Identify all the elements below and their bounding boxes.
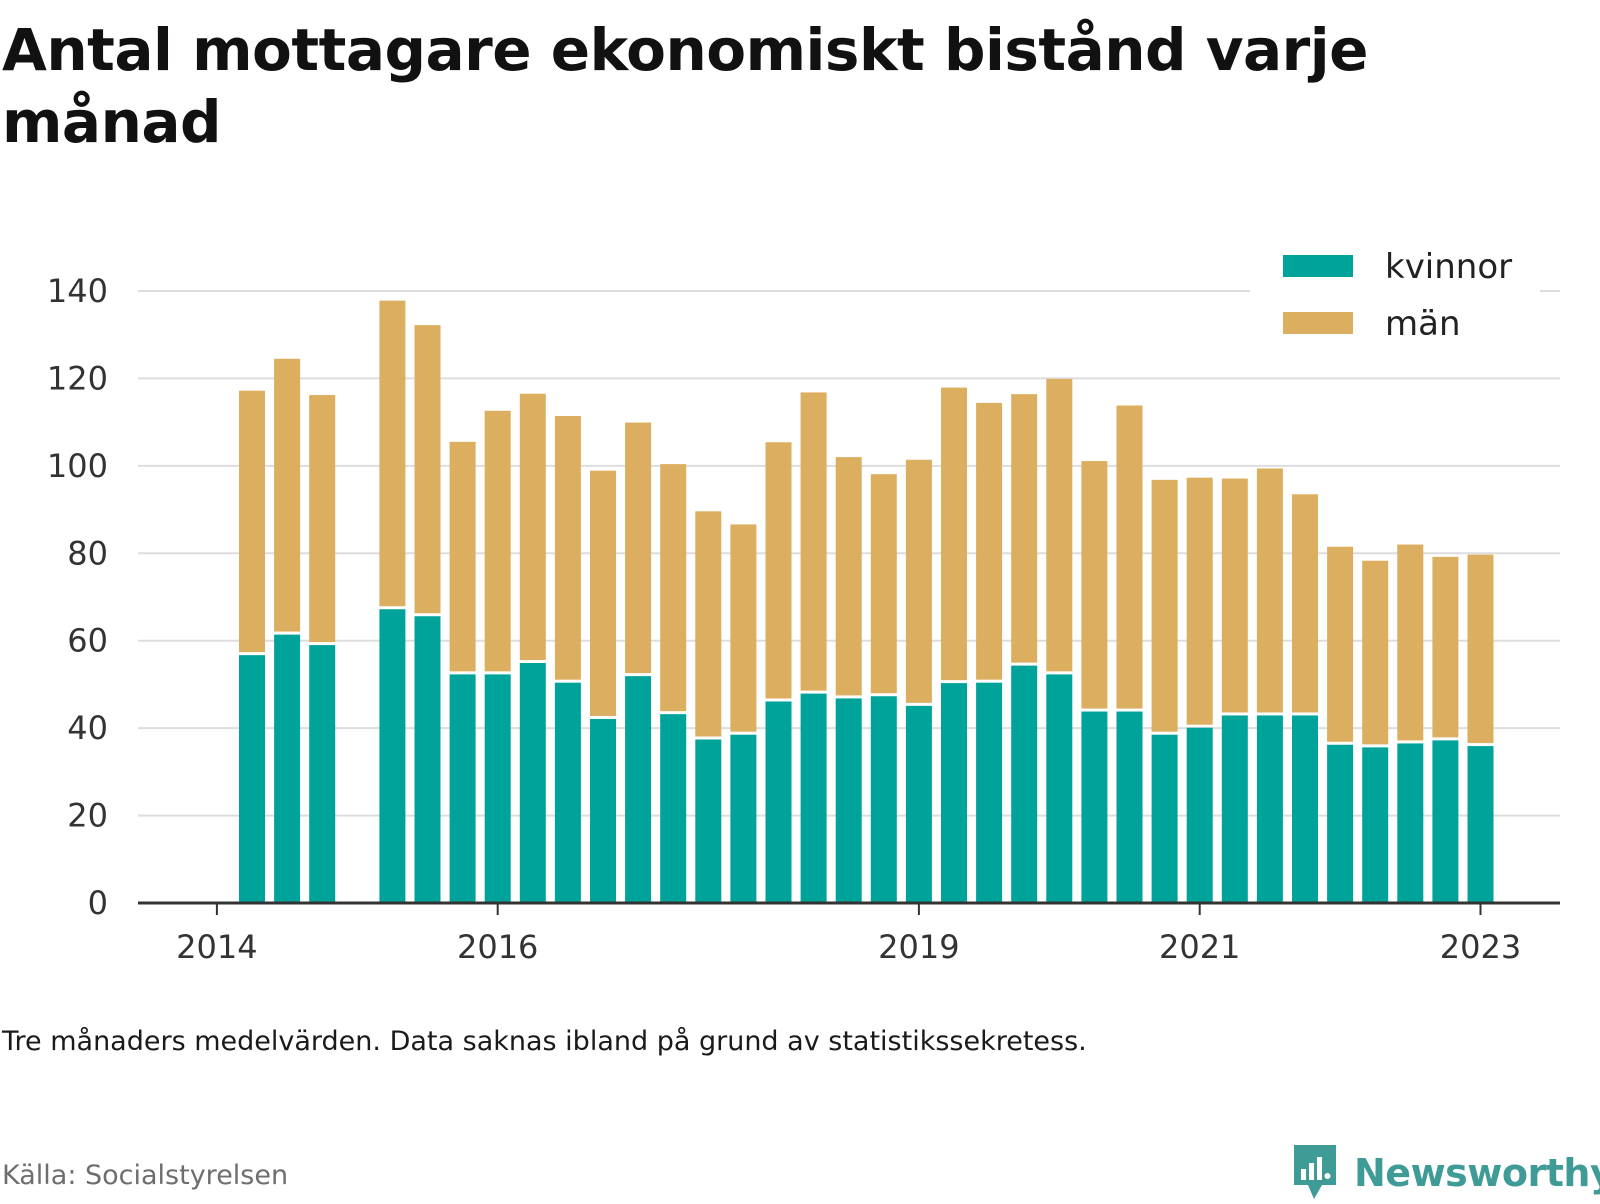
bar-kvinnor — [660, 714, 687, 903]
bar-man — [695, 511, 722, 737]
bar-man — [1011, 394, 1038, 663]
bar-kvinnor — [1151, 734, 1178, 903]
bar-kvinnor — [590, 718, 616, 903]
bar-man — [660, 464, 687, 712]
brand-logo: Newsworthy — [1290, 1142, 1600, 1204]
bar-man — [870, 474, 897, 694]
bar-man — [414, 325, 441, 614]
bar-man — [625, 422, 652, 674]
bar-man — [1292, 494, 1318, 713]
bar-man — [519, 393, 546, 661]
legend-swatch — [1283, 255, 1353, 277]
bar-man — [1467, 554, 1494, 744]
bar-kvinnor — [800, 693, 827, 903]
bar-kvinnor — [449, 674, 476, 903]
bar-man — [1116, 405, 1143, 709]
bar-man — [1432, 556, 1459, 738]
bar-man — [449, 441, 476, 672]
bar-kvinnor — [1046, 674, 1073, 903]
bar-man — [554, 416, 581, 680]
bar-kvinnor — [1467, 746, 1494, 903]
legend-swatch — [1283, 312, 1353, 334]
bar-kvinnor — [484, 674, 511, 903]
bar-man — [835, 457, 862, 696]
bar-man — [1327, 546, 1354, 742]
bar-kvinnor — [941, 683, 967, 903]
x-tick-label: 2014 — [176, 928, 257, 966]
bar-kvinnor — [1186, 727, 1213, 903]
brand-name: Newsworthy — [1354, 1151, 1600, 1195]
bar-man — [274, 358, 301, 632]
bar-kvinnor — [976, 682, 1003, 903]
x-axis: 2014 2016 2019 2021 2023 — [138, 901, 1560, 966]
bar-kvinnor — [1116, 711, 1143, 903]
y-tick-label: 60 — [67, 622, 108, 660]
bar-man — [484, 410, 511, 672]
bar-kvinnor — [625, 676, 652, 903]
bar-man — [239, 390, 265, 653]
bar-kvinnor — [554, 682, 581, 903]
bar-man — [976, 402, 1003, 680]
bar-kvinnor — [414, 616, 441, 903]
y-tick-label: 0 — [88, 884, 108, 922]
source-credit: Källa: Socialstyrelsen — [2, 1160, 289, 1191]
bars — [239, 300, 1494, 903]
bar-man — [941, 387, 967, 681]
bar-kvinnor — [519, 663, 546, 903]
bar-kvinnor — [1081, 711, 1108, 903]
x-tick-label: 2023 — [1440, 928, 1521, 966]
x-tick-label: 2019 — [878, 928, 959, 966]
bar-kvinnor — [274, 634, 301, 903]
bar-man — [730, 524, 757, 732]
bar-man — [1081, 461, 1108, 709]
bar-kvinnor — [1327, 744, 1354, 903]
bar-kvinnor — [765, 701, 792, 903]
bar-man — [800, 392, 827, 691]
bar-man — [1362, 560, 1389, 745]
x-tick-label: 2016 — [457, 928, 538, 966]
bar-kvinnor — [309, 645, 336, 903]
bar-man — [1256, 468, 1283, 713]
x-tick-label: 2021 — [1159, 928, 1240, 966]
bar-man — [905, 459, 932, 703]
bar-man — [765, 442, 792, 699]
bar-man — [1186, 477, 1213, 725]
bar-kvinnor — [695, 739, 722, 903]
legend: kvinnor män — [1250, 242, 1540, 354]
bar-kvinnor — [1432, 740, 1459, 903]
bar-kvinnor — [1221, 715, 1248, 903]
bar-man — [309, 395, 336, 643]
y-tick-label: 20 — [67, 797, 108, 835]
legend-label: män — [1385, 304, 1461, 344]
bar-kvinnor — [1011, 665, 1038, 903]
bar-man — [379, 300, 406, 607]
bar-man — [1046, 378, 1073, 672]
chart-note: Tre månaders medelvärden. Data saknas ib… — [2, 1026, 1087, 1057]
bar-kvinnor — [1362, 747, 1389, 903]
bar-kvinnor — [730, 734, 757, 903]
y-tick-label: 120 — [47, 359, 108, 397]
bar-man — [1221, 478, 1248, 713]
y-tick-label: 40 — [67, 709, 108, 747]
y-tick-label: 140 — [47, 272, 108, 310]
y-tick-label: 100 — [47, 447, 108, 485]
legend-label: kvinnor — [1385, 247, 1512, 287]
bar-man — [1397, 544, 1424, 741]
bar-kvinnor — [1256, 715, 1283, 903]
bar-man — [590, 470, 616, 716]
bar-kvinnor — [239, 655, 265, 903]
bar-kvinnor — [835, 698, 862, 903]
newsworthy-logo-icon — [1294, 1145, 1336, 1199]
bar-kvinnor — [1292, 715, 1318, 903]
y-axis-tick-labels: 0 20 40 60 80 100 120 140 — [47, 272, 108, 922]
bar-kvinnor — [905, 705, 932, 903]
bar-man — [1151, 479, 1178, 732]
bar-kvinnor — [1397, 743, 1424, 903]
y-tick-label: 80 — [67, 534, 108, 572]
chart-title: Antal mottagare ekonomiskt bistånd varje… — [2, 16, 1369, 156]
bar-kvinnor — [870, 696, 897, 903]
bar-kvinnor — [379, 609, 406, 903]
